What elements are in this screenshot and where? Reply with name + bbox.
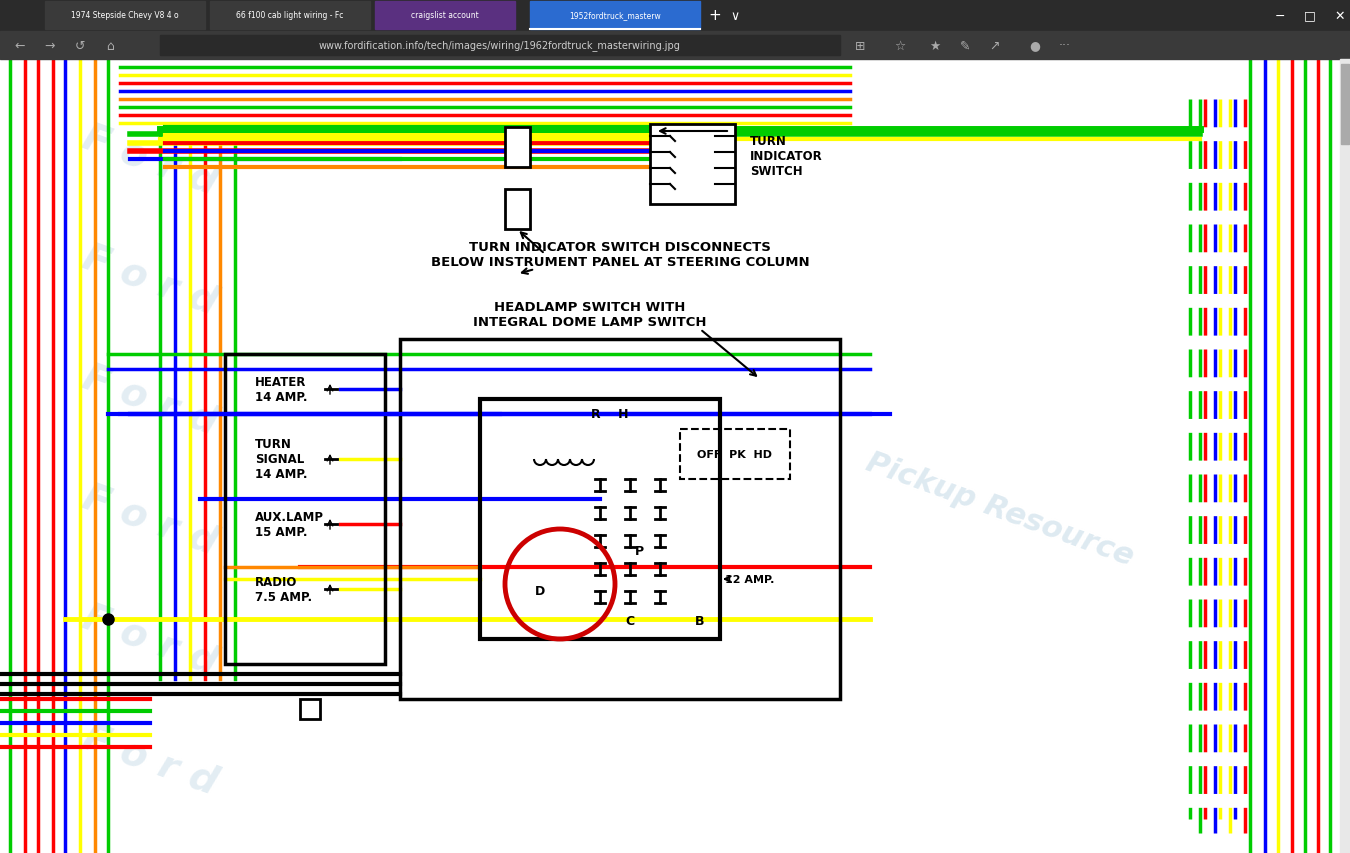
Text: Pickup Resource: Pickup Resource bbox=[863, 448, 1138, 572]
Bar bbox=[1341, 65, 1349, 145]
Text: RADIO
7.5 AMP.: RADIO 7.5 AMP. bbox=[255, 575, 312, 603]
Text: 1974 Stepside Chevy V8 4 o: 1974 Stepside Chevy V8 4 o bbox=[72, 11, 178, 20]
Bar bbox=[300, 699, 320, 719]
Text: 1952fordtruck_masterw: 1952fordtruck_masterw bbox=[570, 11, 662, 20]
Bar bbox=[0, 0, 1350, 32]
Text: F o r d: F o r d bbox=[77, 238, 223, 322]
Bar bbox=[400, 339, 840, 699]
Text: OFF  PK  HD: OFF PK HD bbox=[698, 450, 772, 460]
Text: −: − bbox=[1274, 9, 1285, 22]
Text: ★: ★ bbox=[929, 39, 941, 52]
Text: F o r d: F o r d bbox=[77, 118, 223, 201]
Text: 66 f100 cab light wiring - Fc: 66 f100 cab light wiring - Fc bbox=[236, 11, 344, 20]
Text: ↗: ↗ bbox=[990, 39, 1000, 52]
Text: □: □ bbox=[1304, 9, 1316, 22]
Text: HEATER
14 AMP.: HEATER 14 AMP. bbox=[255, 375, 308, 403]
Text: +: + bbox=[709, 9, 721, 24]
Bar bbox=[649, 125, 734, 205]
Text: ✎: ✎ bbox=[960, 39, 971, 52]
Bar bbox=[1341, 60, 1350, 853]
Text: ⌂: ⌂ bbox=[107, 39, 113, 52]
Bar bbox=[531, 2, 701, 30]
Text: ···: ··· bbox=[1058, 39, 1071, 52]
Text: D: D bbox=[535, 584, 545, 597]
Text: C: C bbox=[625, 614, 634, 627]
Bar bbox=[505, 128, 531, 168]
Text: ←: ← bbox=[15, 39, 26, 52]
Bar bbox=[225, 355, 385, 664]
Text: TURN INDICATOR SWITCH DISCONNECTS
BELOW INSTRUMENT PANEL AT STEERING COLUMN: TURN INDICATOR SWITCH DISCONNECTS BELOW … bbox=[431, 241, 809, 269]
Text: F o r d: F o r d bbox=[77, 717, 223, 801]
Bar bbox=[505, 189, 531, 229]
Bar bbox=[375, 2, 514, 30]
Text: ∨: ∨ bbox=[730, 9, 740, 22]
Text: craigslist account: craigslist account bbox=[412, 11, 479, 20]
Bar bbox=[45, 2, 205, 30]
Text: ⊞: ⊞ bbox=[855, 39, 865, 52]
Bar bbox=[211, 2, 370, 30]
Text: P: P bbox=[634, 544, 644, 557]
Bar bbox=[481, 399, 720, 639]
Text: TURN
INDICATOR
SWITCH: TURN INDICATOR SWITCH bbox=[751, 135, 822, 177]
Bar bbox=[0, 32, 1350, 60]
Text: →: → bbox=[45, 39, 55, 52]
Text: F o r d: F o r d bbox=[77, 597, 223, 682]
Text: ☆: ☆ bbox=[894, 39, 906, 52]
Text: R    H: R H bbox=[591, 408, 629, 421]
Text: ↺: ↺ bbox=[74, 39, 85, 52]
Text: TURN
SIGNAL
14 AMP.: TURN SIGNAL 14 AMP. bbox=[255, 438, 308, 481]
Text: AUX.LAMP
15 AMP.: AUX.LAMP 15 AMP. bbox=[255, 510, 324, 538]
Bar bbox=[161, 36, 840, 56]
Bar bbox=[680, 430, 790, 479]
Text: HEADLAMP SWITCH WITH
INTEGRAL DOME LAMP SWITCH: HEADLAMP SWITCH WITH INTEGRAL DOME LAMP … bbox=[474, 300, 707, 328]
Text: F o r d: F o r d bbox=[77, 478, 223, 561]
Text: 12 AMP.: 12 AMP. bbox=[725, 574, 775, 584]
Text: ✕: ✕ bbox=[1335, 9, 1345, 22]
Text: www.fordification.info/tech/images/wiring/1962fordtruck_masterwiring.jpg: www.fordification.info/tech/images/wirin… bbox=[319, 40, 680, 51]
Text: B: B bbox=[695, 614, 705, 627]
Text: F o r d: F o r d bbox=[77, 357, 223, 441]
Text: ●: ● bbox=[1030, 39, 1041, 52]
